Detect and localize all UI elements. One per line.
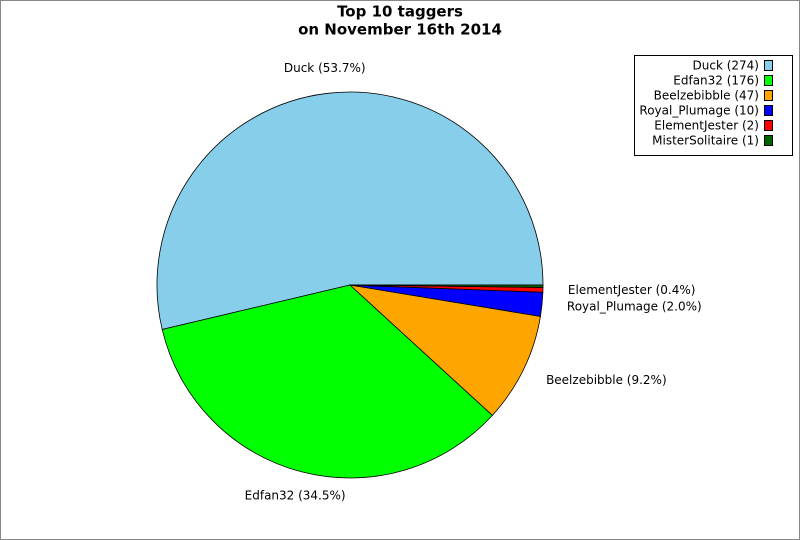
- pie-slice: [349, 284, 544, 288]
- legend-swatch: [764, 60, 773, 71]
- legend-label: Royal_Plumage (10): [639, 104, 759, 118]
- legend-swatch: [764, 75, 773, 86]
- legend-swatch: [764, 120, 773, 131]
- legend-label: MisterSolitaire (1): [652, 134, 759, 148]
- legend-label: ElementJester (2): [654, 119, 759, 133]
- pie-slice: [348, 284, 541, 416]
- legend-label: Duck (274): [693, 59, 759, 73]
- pie-slice: [156, 91, 544, 330]
- slice-label: Duck (53.7%): [284, 61, 366, 75]
- chart-title: Top 10 taggers: [337, 3, 463, 21]
- legend-label: Beelzebibble (47): [654, 89, 759, 103]
- slice-label: Beelzebibble (9.2%): [546, 373, 667, 387]
- slice-label: Royal_Plumage (2.0%): [567, 299, 702, 313]
- legend-swatch: [764, 105, 773, 116]
- pie-slice: [161, 284, 493, 479]
- chart-subtitle: on November 16th 2014: [298, 21, 502, 39]
- legend-label: Edfan32 (176): [673, 74, 759, 88]
- legend-swatch: [764, 90, 773, 101]
- legend-swatch: [764, 135, 773, 146]
- slice-label: ElementJester (0.4%): [568, 283, 696, 297]
- slice-label: Edfan32 (34.5%): [245, 488, 346, 502]
